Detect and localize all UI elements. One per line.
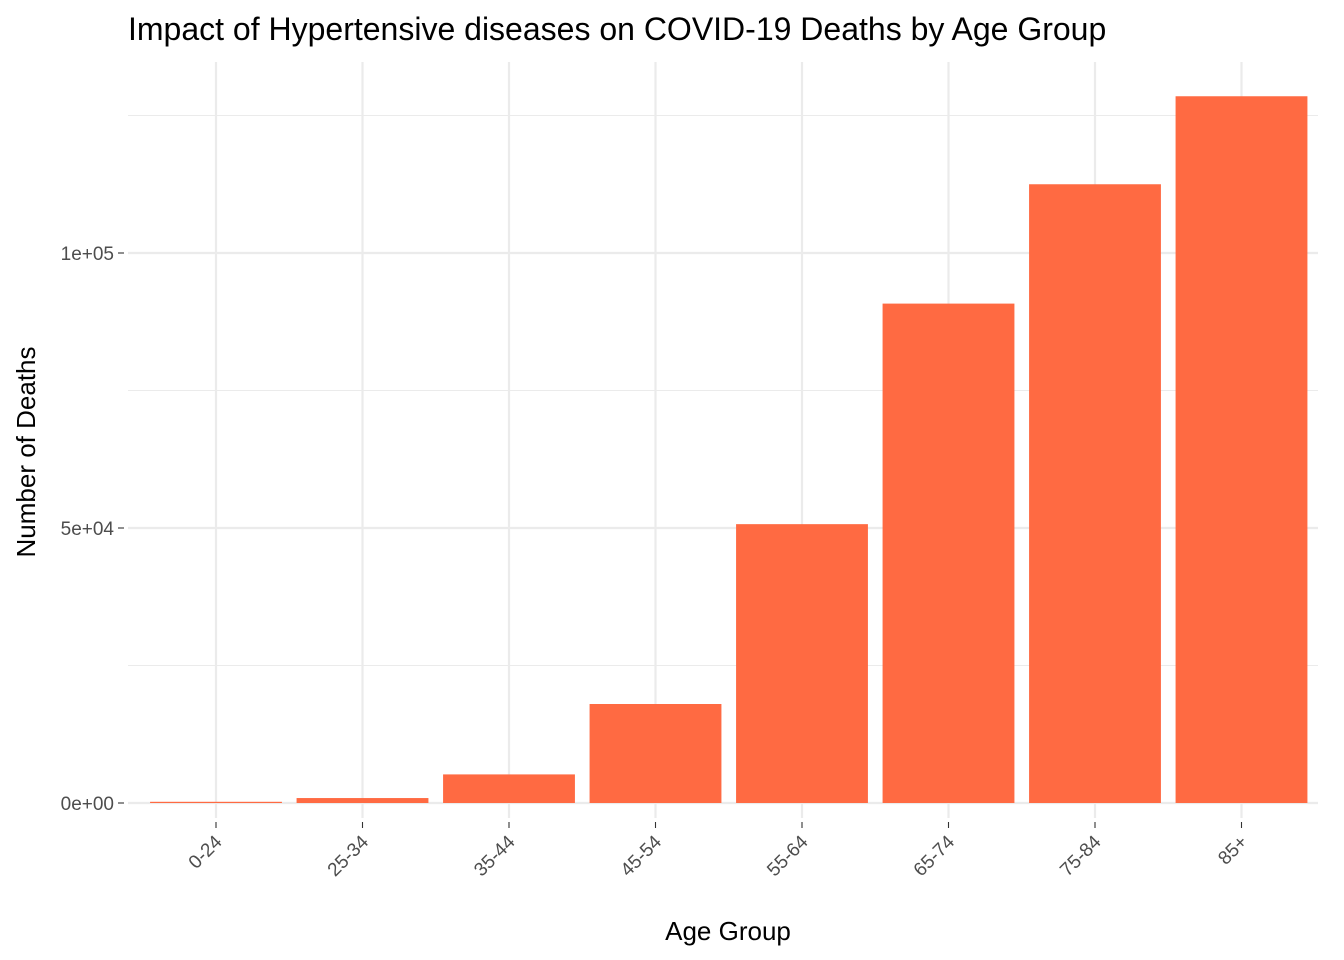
- x-tick-label: 35-44: [470, 831, 520, 881]
- x-tick-label: 75-84: [1056, 831, 1106, 881]
- bar-45-54: [589, 704, 722, 803]
- y-tick-label: 5e+04: [61, 519, 115, 540]
- x-tick-label: 0-24: [185, 831, 227, 873]
- bar-85+: [1175, 96, 1308, 803]
- x-tick-label: 45-54: [617, 831, 667, 881]
- x-axis: 0-24 25-34 35-44 45-54 55-64 65-74 75-84 85+: [185, 822, 1252, 881]
- bar-75-84: [1029, 184, 1161, 803]
- y-axis: 0e+00 5e+04 1e+05: [61, 244, 124, 815]
- y-axis-title: Number of Deaths: [11, 347, 41, 558]
- chart-title: Impact of Hypertensive diseases on COVID…: [128, 11, 1106, 47]
- x-tick-label: 65-74: [910, 831, 960, 881]
- x-tick-label: 25-34: [324, 831, 374, 881]
- x-tick-label: 55-64: [763, 831, 813, 881]
- y-tick-label: 0e+00: [61, 794, 114, 815]
- bar-55-64: [736, 524, 868, 803]
- bar-25-34: [296, 798, 429, 803]
- bar-0-24: [150, 801, 282, 803]
- bar-65-74: [882, 303, 1015, 803]
- x-tick-label: 85+: [1214, 832, 1252, 870]
- x-axis-title: Age Group: [665, 916, 791, 946]
- bars: [150, 96, 1308, 803]
- bar-35-44: [443, 774, 575, 803]
- y-tick-label: 1e+05: [61, 244, 114, 265]
